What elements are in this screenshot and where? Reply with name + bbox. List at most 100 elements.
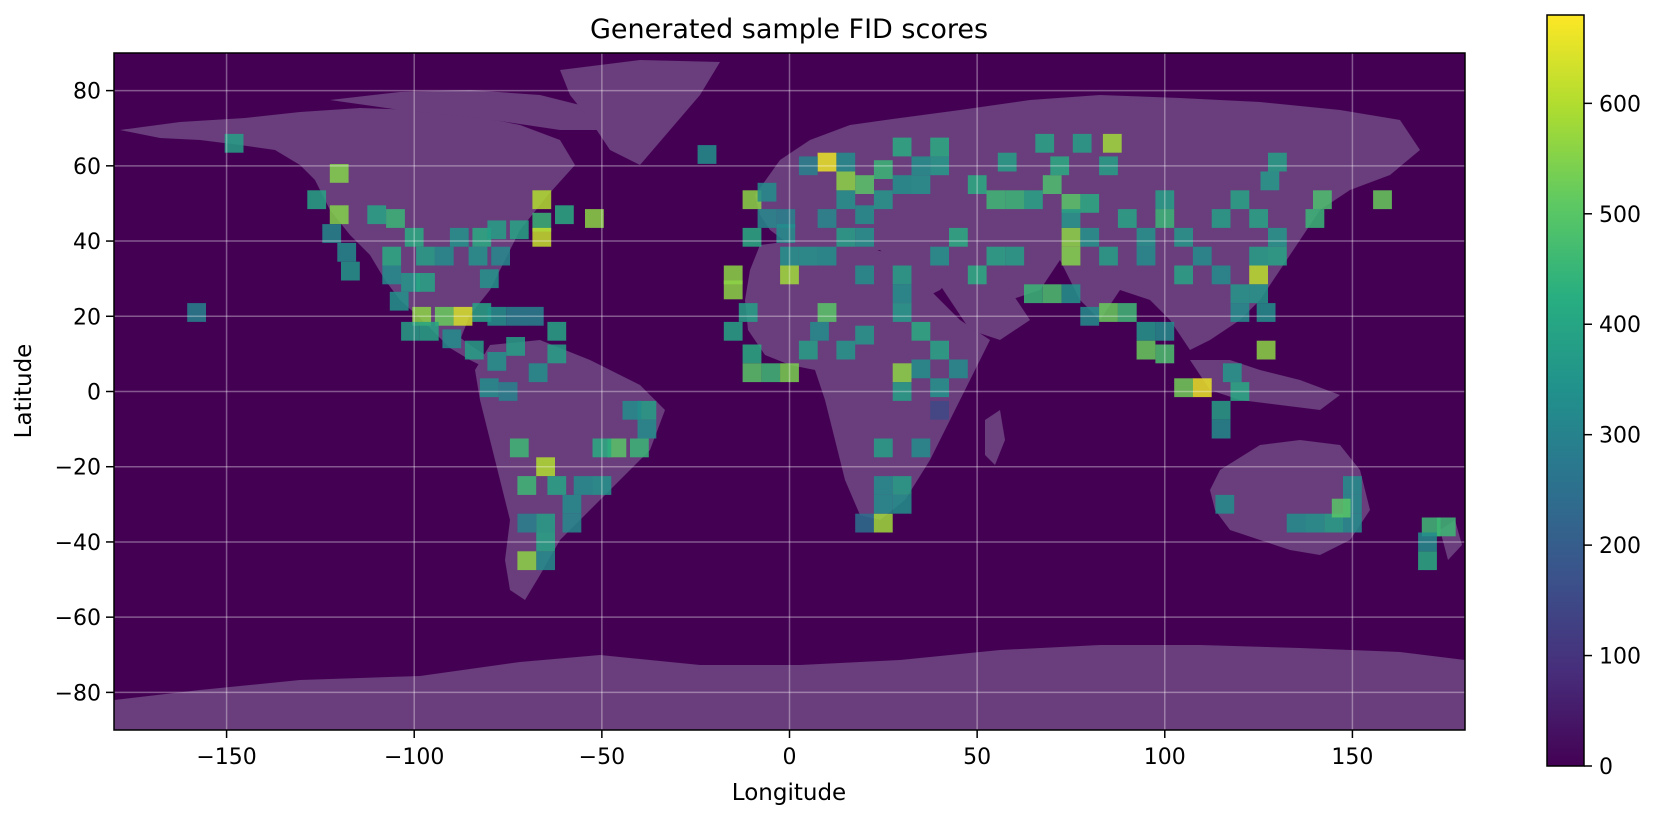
heatmap-cell bbox=[1024, 284, 1043, 304]
heatmap-cell bbox=[873, 476, 893, 495]
x-tick-label: 100 bbox=[1144, 745, 1186, 770]
heatmap-cell bbox=[855, 513, 874, 533]
heatmap-cell bbox=[1155, 344, 1175, 364]
colorbar-tick-label: 500 bbox=[1599, 203, 1641, 228]
heatmap-cell bbox=[1061, 246, 1081, 266]
heatmap-cell bbox=[1099, 246, 1118, 266]
heatmap-cell bbox=[892, 494, 912, 514]
heatmap-cell bbox=[532, 190, 552, 210]
heatmap-cell bbox=[592, 476, 612, 495]
heatmap-cell bbox=[873, 513, 893, 533]
heatmap-cell bbox=[329, 205, 349, 225]
heatmap-cell bbox=[1211, 419, 1231, 439]
heatmap-cell bbox=[761, 363, 781, 383]
heatmap-cell bbox=[1117, 209, 1137, 228]
y-tick-label: −80 bbox=[55, 681, 101, 706]
heatmap-cell bbox=[1268, 227, 1287, 247]
heatmap-cell bbox=[855, 227, 874, 247]
heatmap-cell bbox=[404, 227, 424, 247]
heatmap-cell bbox=[776, 209, 796, 228]
heatmap-cell bbox=[517, 476, 537, 495]
heatmap-cell bbox=[967, 175, 987, 194]
heatmap-cell bbox=[836, 152, 856, 172]
heatmap-cell bbox=[472, 227, 492, 247]
heatmap-cell bbox=[836, 340, 856, 360]
heatmap-cell bbox=[547, 344, 567, 364]
heatmap-cell bbox=[1080, 306, 1100, 326]
land-arabia bbox=[930, 265, 1030, 340]
heatmap-cell bbox=[1061, 209, 1081, 228]
x-tick-label: −50 bbox=[579, 745, 625, 770]
heatmap-cell bbox=[524, 306, 544, 326]
heatmap-cell bbox=[1024, 190, 1043, 210]
heatmap-cell bbox=[1215, 494, 1235, 514]
heatmap-cell bbox=[1305, 209, 1325, 228]
heatmap-cell bbox=[742, 190, 762, 210]
heatmap-cell bbox=[817, 246, 837, 266]
x-tick-label: 150 bbox=[1331, 745, 1373, 770]
heatmap-cell bbox=[798, 246, 818, 266]
heatmap-cell bbox=[1230, 284, 1250, 304]
heatmap-cell bbox=[509, 220, 529, 240]
heatmap-cell bbox=[401, 273, 420, 292]
heatmap-cell bbox=[1249, 265, 1268, 285]
heatmap-cell bbox=[1080, 227, 1100, 247]
heatmap-cell bbox=[997, 152, 1017, 172]
heatmap-cell bbox=[367, 205, 387, 225]
heatmap-cell bbox=[1050, 156, 1070, 176]
heatmap-cell bbox=[1136, 321, 1156, 341]
heatmap-cell bbox=[1211, 400, 1231, 420]
heatmap-cell bbox=[487, 220, 507, 240]
heatmap-cell bbox=[536, 513, 555, 533]
heatmap-cell bbox=[1286, 513, 1306, 533]
heatmap-cell bbox=[742, 344, 762, 364]
heatmap-cell bbox=[498, 382, 518, 401]
heatmap-cell bbox=[911, 438, 931, 458]
heatmap-cell bbox=[536, 532, 555, 552]
heatmap-cell bbox=[930, 378, 949, 398]
heatmap-cell bbox=[187, 303, 206, 322]
colorbar: 0 100 200 300 400 500 600 bbox=[1546, 14, 1641, 780]
heatmap-cell bbox=[412, 306, 432, 326]
heatmap-cell bbox=[1061, 284, 1081, 304]
heatmap-cell bbox=[1249, 246, 1268, 266]
heatmap-cell bbox=[416, 273, 435, 292]
heatmap-cell bbox=[622, 400, 642, 420]
grid-lines bbox=[114, 53, 1465, 730]
heatmap-cell bbox=[532, 227, 552, 247]
heatmap-cell bbox=[757, 209, 777, 228]
heatmap-cell bbox=[1192, 246, 1212, 266]
heatmap-cell bbox=[1268, 152, 1287, 172]
heatmap-cell bbox=[562, 494, 582, 514]
heatmap-cell bbox=[855, 205, 874, 225]
heatmap-cell bbox=[341, 261, 360, 281]
heatmap-cell bbox=[517, 513, 537, 533]
heatmap-cell bbox=[442, 329, 462, 349]
heatmap-cell bbox=[1155, 321, 1175, 341]
heatmap-cell bbox=[1256, 340, 1276, 360]
heatmap-cell bbox=[836, 190, 856, 210]
colorbar-tick-label: 100 bbox=[1599, 645, 1641, 670]
heatmap-cell bbox=[1418, 532, 1437, 552]
heatmap-cell bbox=[780, 265, 799, 285]
heatmap-cell bbox=[1174, 378, 1193, 398]
heatmap-cell bbox=[1305, 513, 1325, 533]
y-axis-label: Latitude bbox=[11, 344, 37, 439]
heatmap-cell bbox=[757, 182, 777, 202]
y-tick-label: 40 bbox=[73, 230, 101, 255]
land-antarctica bbox=[114, 645, 1465, 730]
chart-title: Generated sample FID scores bbox=[590, 14, 988, 45]
heatmap-cell bbox=[892, 284, 912, 304]
colorbar-tick-label: 200 bbox=[1599, 534, 1641, 559]
heatmap-cell bbox=[472, 303, 492, 322]
land-north-america bbox=[120, 108, 575, 345]
y-tick-label: 60 bbox=[73, 155, 101, 180]
heatmap-cell bbox=[547, 476, 567, 495]
colorbar-tick-label: 0 bbox=[1599, 755, 1613, 780]
y-axis-ticks: 80 60 40 20 0 −20 −40 −60 −80 bbox=[55, 80, 114, 706]
heatmap-cell bbox=[1117, 303, 1137, 322]
heatmap-cell bbox=[506, 337, 525, 356]
heatmap-cell bbox=[1260, 171, 1280, 191]
heatmap-cell bbox=[873, 160, 893, 179]
